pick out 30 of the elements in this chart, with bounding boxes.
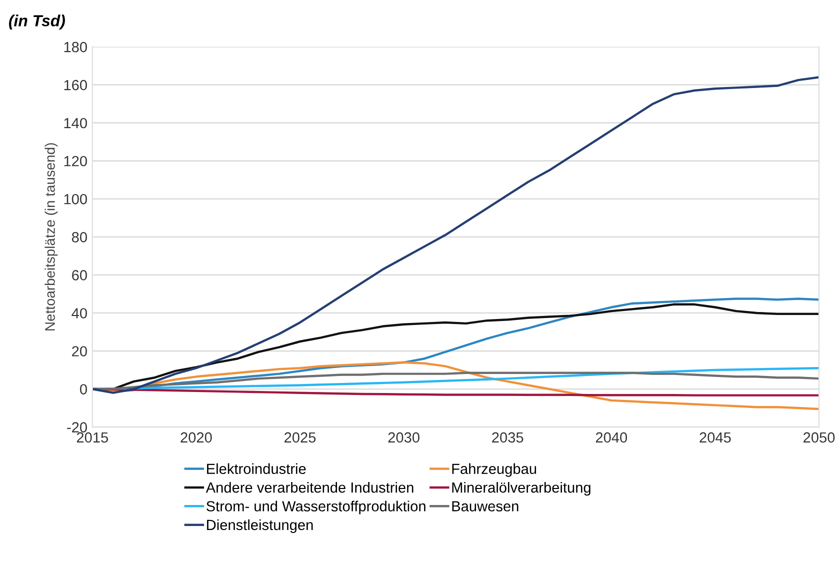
x-tick-label: 2020 [180, 432, 212, 443]
y-tick-label: 100 [64, 194, 87, 204]
y-tick-label: 180 [64, 42, 87, 52]
legend-label: Strom- und Wasserstoffproduktion [206, 500, 426, 514]
y-tick-label: 80 [72, 232, 87, 242]
y-tick-label: 120 [64, 156, 87, 166]
y-axis-title: Nettoarbeitsplätze (in tausend) [44, 143, 58, 330]
legend-label: Bauwesen [452, 501, 518, 512]
line-series [92, 76, 819, 394]
legend-label: Elektroindustrie [207, 463, 306, 474]
y-tick-label: 20 [72, 346, 87, 356]
x-tick-label: 2035 [492, 432, 524, 443]
x-tick-label: 2050 [804, 432, 835, 443]
legend-label: Andere verarbeitende Industrien [206, 482, 414, 493]
y-tick-label: 160 [64, 80, 87, 90]
y-tick-label: 60 [72, 270, 87, 280]
legend-label: Dienstleistungen [207, 519, 313, 533]
y-tick-label: -20 [67, 422, 87, 432]
chart-title: (in Tsd) [8, 14, 65, 30]
y-tick-label: 40 [72, 308, 87, 318]
x-tick-label: 2030 [388, 432, 420, 443]
legend-label: Mineralölverarbeitung [452, 482, 590, 496]
x-tick-label: 2045 [700, 432, 731, 443]
y-tick-label: 0 [80, 384, 87, 394]
line-series [92, 372, 819, 390]
x-tick-label: 2015 [76, 432, 108, 443]
x-tick-label: 2025 [284, 432, 316, 443]
y-tick-label: 140 [64, 118, 87, 128]
x-tick-label: 2040 [596, 432, 628, 443]
legend-label: Fahrzeugbau [452, 463, 536, 477]
